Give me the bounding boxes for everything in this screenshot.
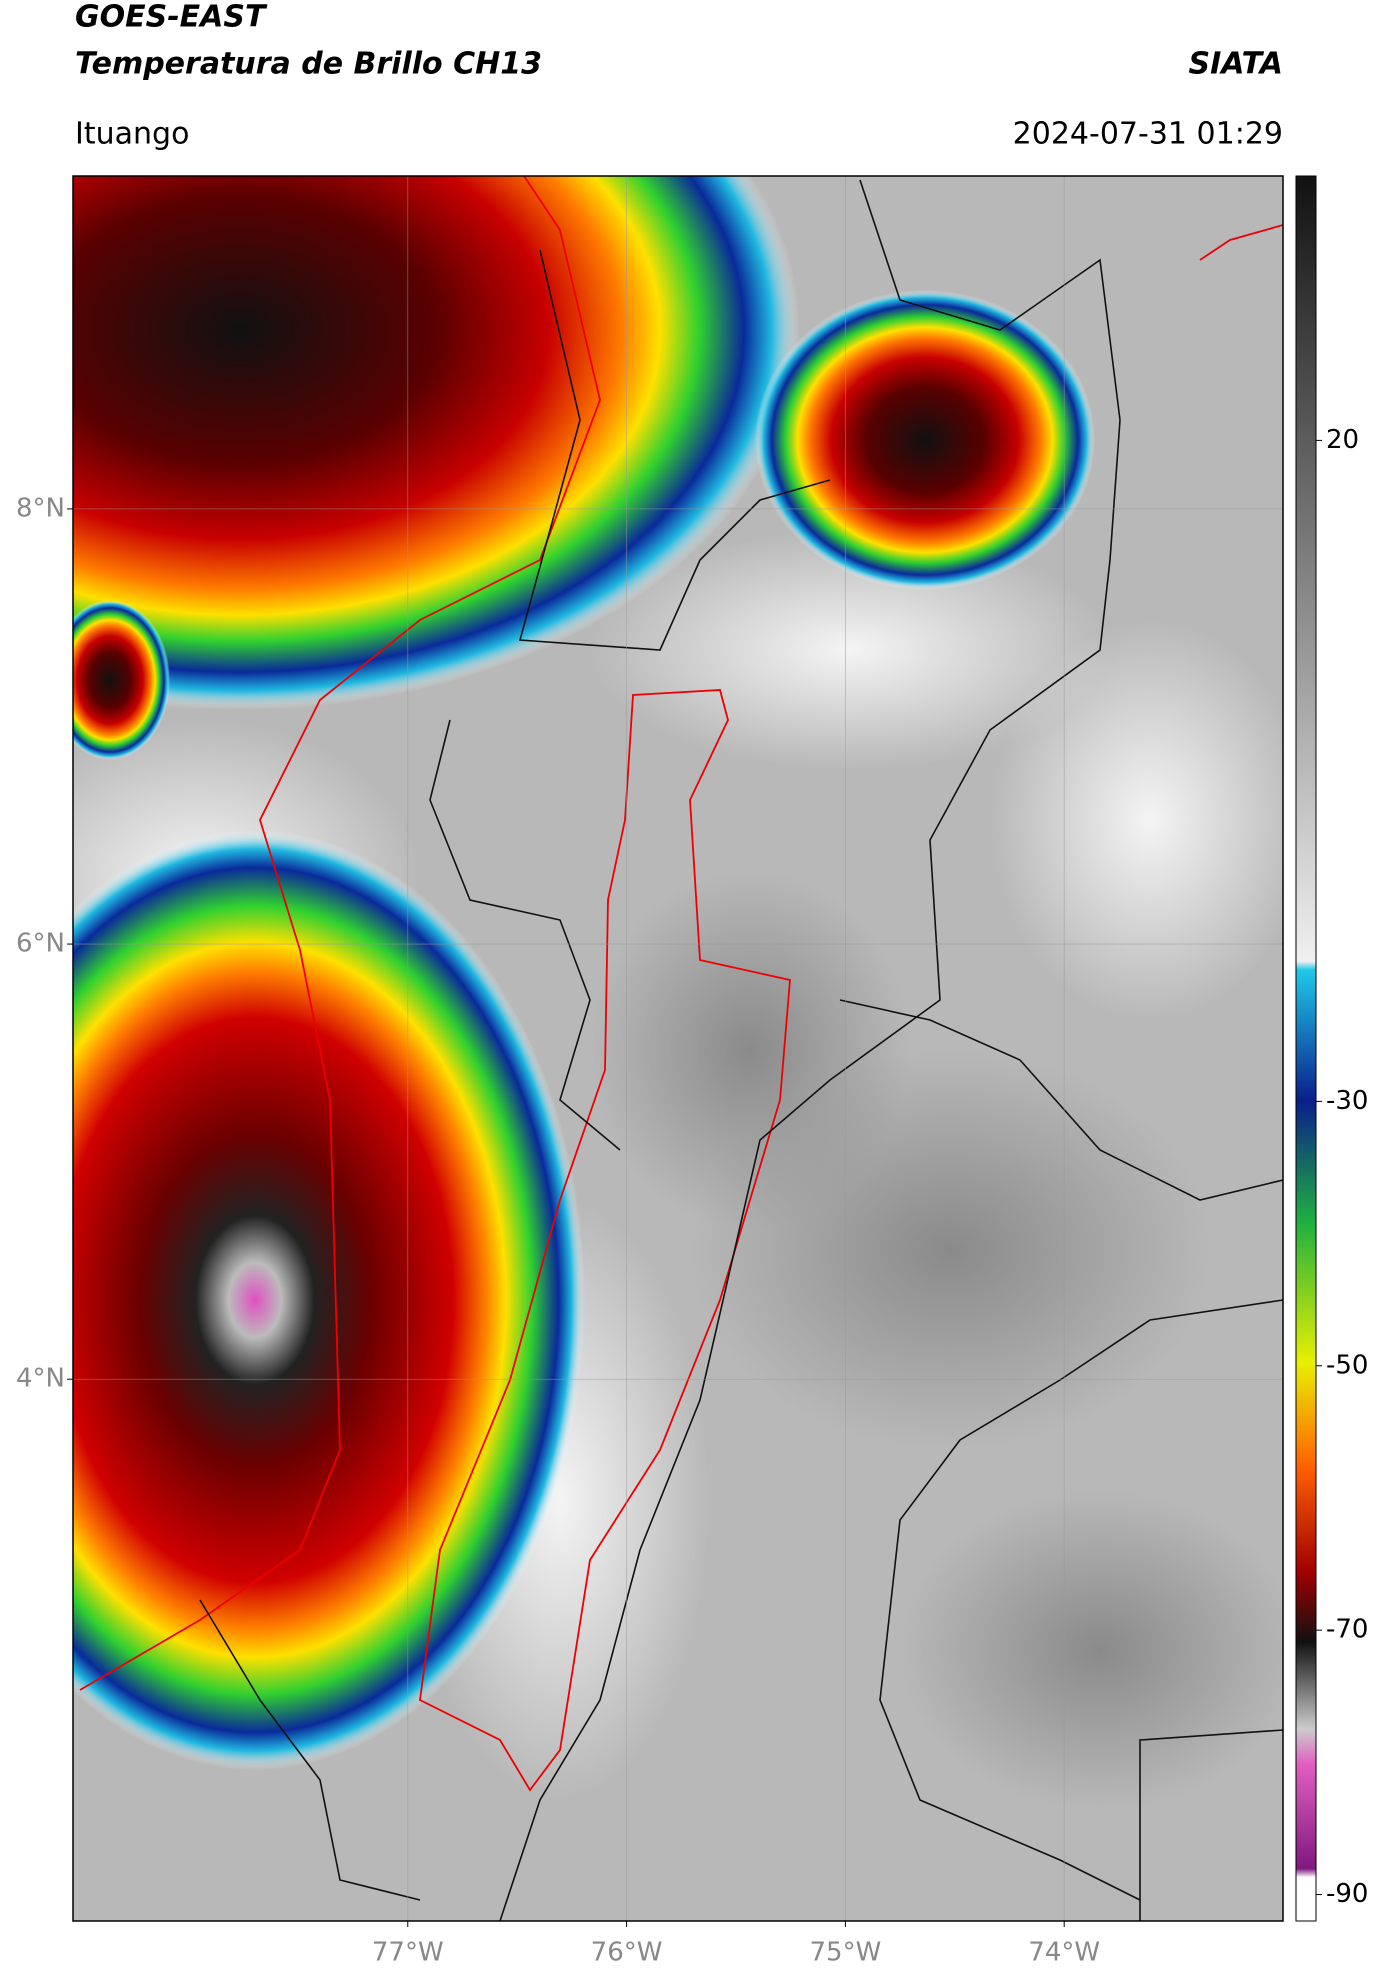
colorbar-tick-label: -30	[1326, 1086, 1368, 1116]
colorbar-tick-label: -90	[1326, 1879, 1368, 1909]
y-tick-label: 8°N	[16, 493, 65, 523]
grid	[73, 176, 1283, 1921]
x-tick-label: 76°W	[591, 1938, 663, 1968]
y-tick-label: 6°N	[16, 929, 65, 959]
y-tick-label: 4°N	[16, 1364, 65, 1394]
subtitle: Temperatura de Brillo CH13	[75, 47, 542, 82]
colorbar-tick-label: -50	[1326, 1350, 1368, 1380]
source: SIATA	[1189, 47, 1283, 82]
map-frame	[72, 175, 1284, 1922]
title: GOES-EAST	[75, 0, 268, 35]
colorbar-tick-label: -70	[1326, 1615, 1368, 1645]
datetime: 2024-07-31 01:29	[1013, 117, 1283, 152]
location: Ituango	[75, 117, 189, 152]
x-tick-label: 74°W	[1028, 1938, 1100, 1968]
colorbar-tick-label: 20	[1326, 425, 1359, 455]
x-tick-label: 75°W	[809, 1938, 881, 1968]
colorbar	[1295, 175, 1317, 1922]
satellite-image	[73, 176, 1283, 1921]
x-tick-label: 77°W	[372, 1938, 444, 1968]
